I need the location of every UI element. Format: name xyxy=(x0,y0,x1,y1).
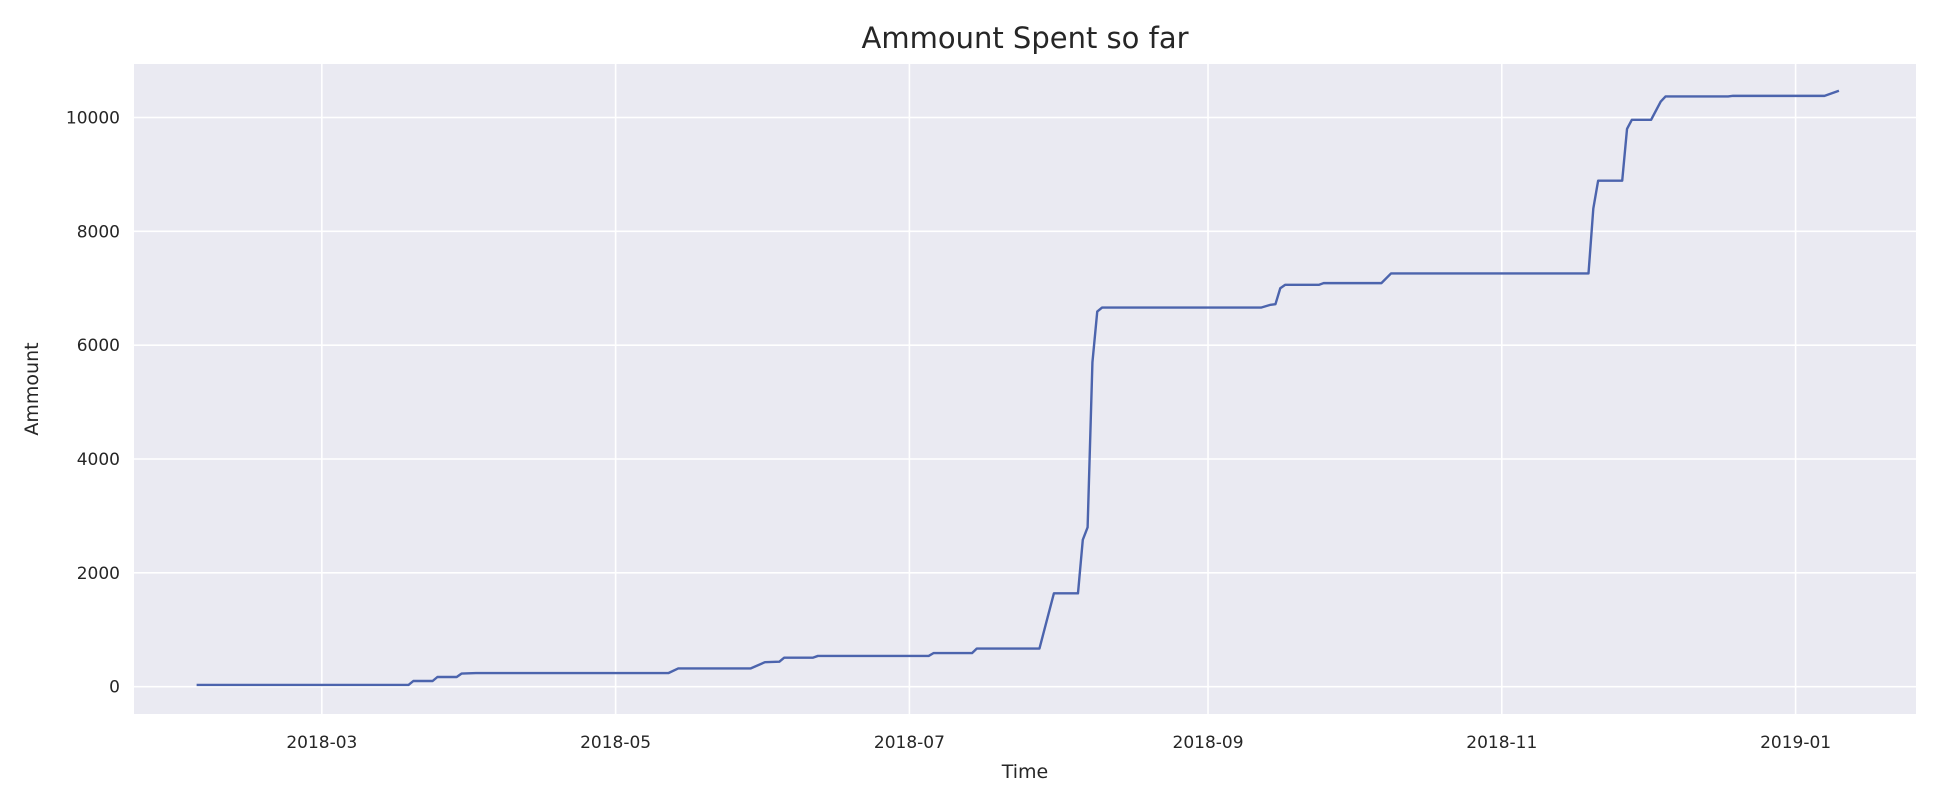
x-tick-label: 2018-05 xyxy=(580,733,651,753)
y-tick-label: 6000 xyxy=(77,336,120,356)
x-axis-label: Time xyxy=(1001,761,1049,783)
series-layer xyxy=(196,89,1840,687)
x-tick-label: 2019-01 xyxy=(1760,733,1831,753)
x-tick-label: 2018-09 xyxy=(1173,733,1244,753)
tick-labels: 0 2000 4000 6000 8000 10000 2018-03 2018-05 2018… xyxy=(66,109,1831,753)
grid-lines xyxy=(134,64,1916,714)
chart-title: Ammount Spent so far xyxy=(861,21,1188,55)
y-tick-label: 0 xyxy=(109,678,120,698)
x-tick-label: 2018-07 xyxy=(874,733,945,753)
y-tick-label: 10000 xyxy=(66,109,120,129)
y-tick-label: 2000 xyxy=(77,564,120,584)
y-axis-label: Ammount xyxy=(21,342,43,435)
plot-area xyxy=(134,64,1916,714)
series-line xyxy=(196,89,1840,687)
x-tick-label: 2018-11 xyxy=(1466,733,1537,753)
y-tick-label: 8000 xyxy=(77,222,120,242)
x-tick-label: 2018-03 xyxy=(286,733,357,753)
y-tick-label: 4000 xyxy=(77,450,120,470)
